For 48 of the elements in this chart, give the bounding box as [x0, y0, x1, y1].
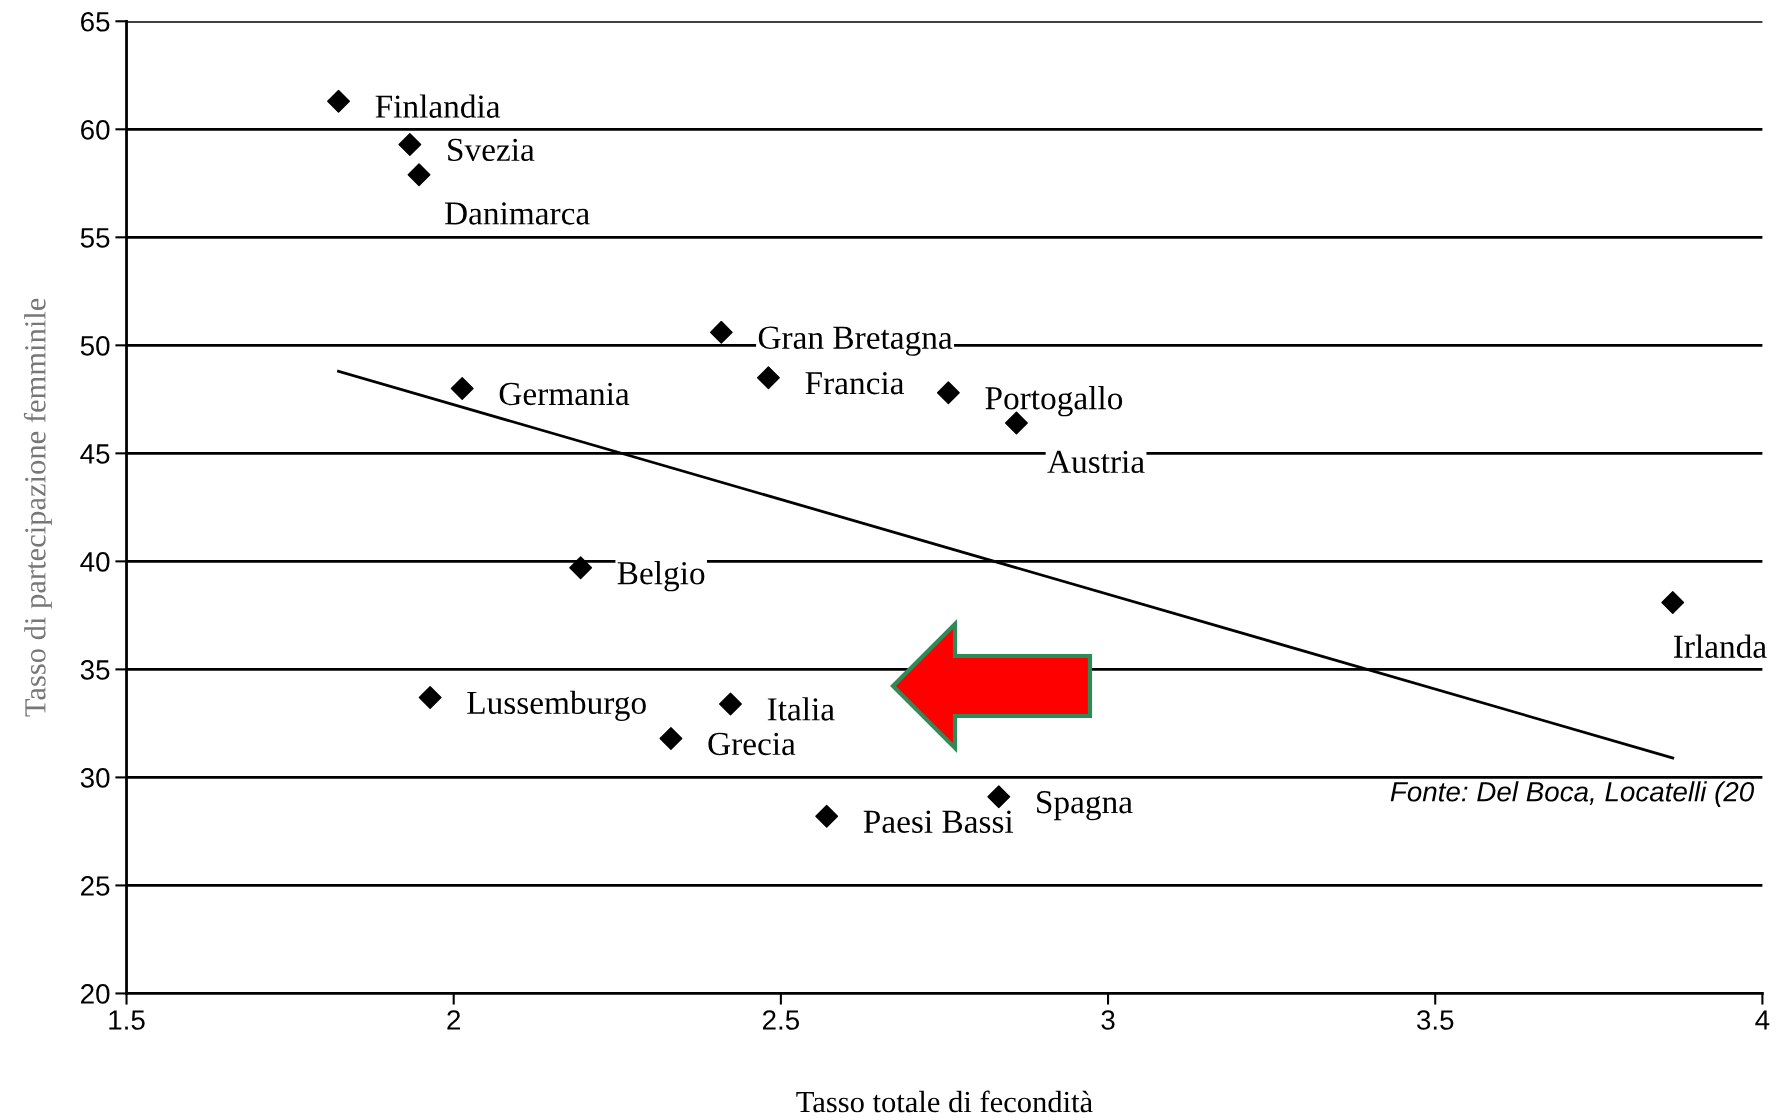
- annotation: Belgio: [617, 561, 705, 592]
- x-tick-label: 2: [447, 1010, 461, 1030]
- annotation: Danimarca: [444, 202, 590, 225]
- point: [756, 366, 780, 390]
- point: [815, 804, 839, 828]
- y-axis-title: Tasso di partecipazione femminile: [23, 298, 52, 717]
- point: [659, 727, 683, 750]
- point: [398, 132, 422, 156]
- y-tick-label: 25: [81, 876, 110, 896]
- x-axis-title: Tasso totale di fecondità: [796, 1090, 1093, 1113]
- y-tick-label: 35: [80, 660, 110, 680]
- annotation: Fonte: Del Boca, Locatelli (20: [1390, 781, 1755, 808]
- point: [719, 692, 742, 716]
- point: [327, 89, 350, 113]
- x-tick-label: 1.5: [109, 1010, 145, 1030]
- annotation: Spagna: [1037, 791, 1133, 821]
- annotation: Gran Bretagna: [758, 326, 953, 356]
- y-tick-label: 50: [80, 336, 110, 356]
- point: [407, 163, 431, 187]
- y-tick-label: 40: [80, 552, 110, 572]
- annotation: Austria: [1047, 450, 1145, 474]
- point: [936, 381, 960, 405]
- x-tick-label: 3: [1101, 1010, 1115, 1030]
- point: [987, 785, 1011, 809]
- point: [418, 686, 442, 709]
- annotation: Paesi Bassi: [863, 810, 1014, 833]
- point: [709, 320, 733, 344]
- y-tick-label: 60: [81, 119, 110, 140]
- y-tick-label: 20: [81, 984, 110, 1004]
- annotation: Svezia: [448, 138, 535, 162]
- annotation: Italia: [767, 697, 835, 721]
- annotation: Irlanda: [1673, 634, 1767, 658]
- annotation: Lussemburgo: [467, 690, 646, 721]
- y-tick-label: 55: [80, 228, 110, 248]
- y-tick-label: 45: [80, 444, 110, 464]
- point: [450, 377, 474, 400]
- point: [569, 556, 593, 580]
- x-tick-label: 4: [1755, 1010, 1770, 1030]
- annotation: Portogallo: [985, 386, 1123, 417]
- point: [1661, 590, 1685, 614]
- annotation: Francia: [805, 372, 905, 395]
- annotation: Finlandia: [375, 94, 501, 118]
- x-tick-label: 3.5: [1416, 1010, 1454, 1030]
- y-tick-label: 30: [80, 768, 110, 788]
- y-tick-label: 65: [81, 11, 110, 32]
- annotation: Grecia: [708, 732, 796, 756]
- annotation: Germania: [499, 382, 630, 406]
- x-tick-label: 2.5: [762, 1010, 800, 1030]
